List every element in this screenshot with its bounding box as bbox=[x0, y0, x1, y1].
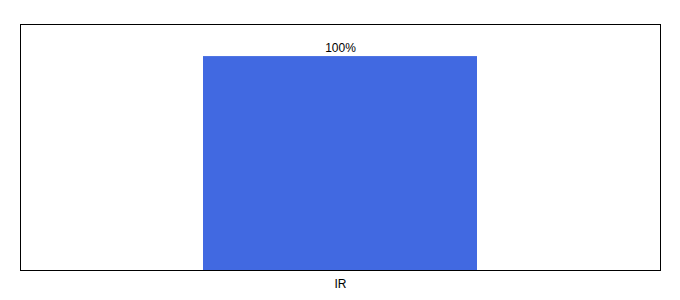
svg-text:100%: 100% bbox=[325, 41, 356, 55]
svg-text:IR: IR bbox=[335, 277, 347, 291]
